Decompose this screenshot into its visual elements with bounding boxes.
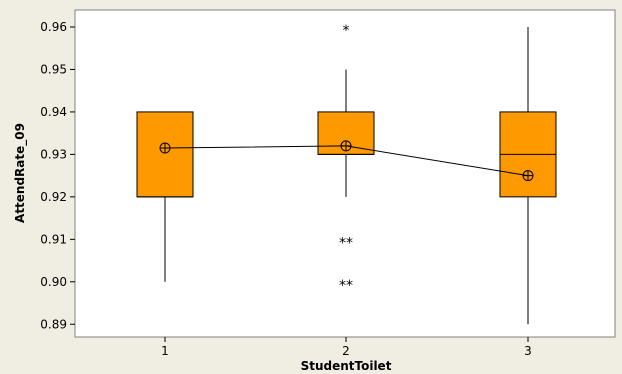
- mean-marker: [340, 140, 352, 152]
- y-tick-label: 0.89: [40, 317, 67, 331]
- mean-marker: [522, 170, 534, 182]
- y-tick-label: 0.95: [40, 62, 67, 76]
- means: [159, 140, 534, 182]
- x-tick-label: 1: [161, 344, 169, 358]
- x-tick-label: 3: [524, 344, 532, 358]
- box-iqr: [136, 111, 194, 198]
- y-tick-label: 0.96: [40, 20, 67, 34]
- y-axis-title: AttendRate_09: [13, 123, 28, 223]
- box-3: [499, 26, 557, 325]
- box-1: [136, 111, 194, 282]
- x-tick-label: 2: [342, 344, 350, 358]
- mean-marker: [159, 142, 171, 154]
- box-2: *****: [317, 23, 375, 294]
- y-tick-label: 0.91: [40, 232, 67, 246]
- x-axis: 1 2 3: [161, 337, 532, 358]
- y-axis: 0.96 0.95 0.94 0.93 0.92 0.91 0.90 0.89: [40, 20, 75, 331]
- outlier-marker: **: [339, 235, 353, 251]
- x-axis-title: StudentToilet: [301, 359, 392, 373]
- y-tick-label: 0.90: [40, 275, 67, 289]
- boxes: *****: [136, 23, 557, 325]
- y-tick-label: 0.93: [40, 147, 67, 161]
- y-tick-label: 0.94: [40, 105, 67, 119]
- outlier-marker: **: [339, 278, 353, 294]
- y-tick-label: 0.92: [40, 190, 67, 204]
- outlier-marker: *: [343, 23, 350, 39]
